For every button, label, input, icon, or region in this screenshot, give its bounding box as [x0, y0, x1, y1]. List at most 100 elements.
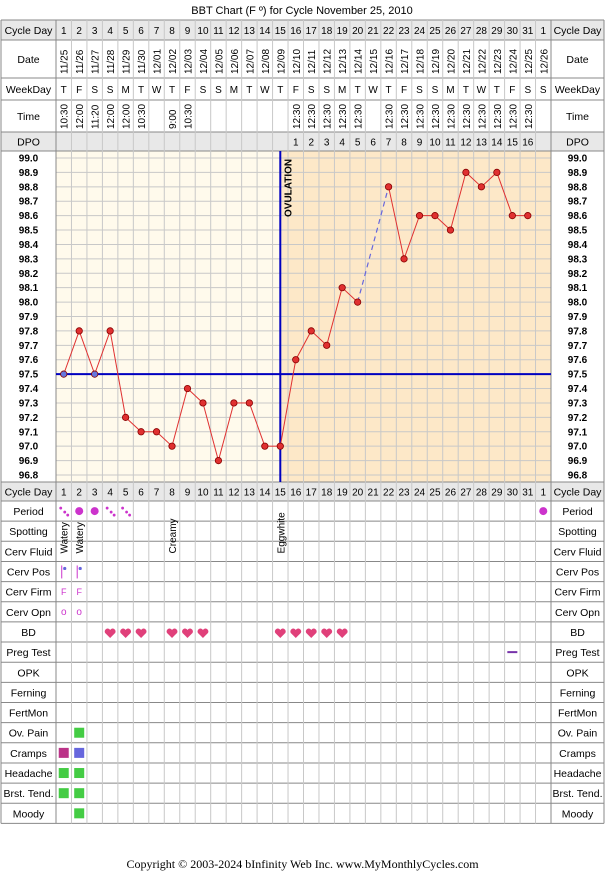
dpo-cell: 3	[324, 138, 330, 149]
date-label-right: Date	[566, 54, 588, 66]
temp-segment	[248, 402, 266, 447]
symptom-label-left: Cerv Pos	[7, 567, 50, 579]
y-tick-left: 97.3	[19, 398, 39, 409]
cerv-fluid-text: Watery	[75, 522, 86, 553]
temp-segment	[94, 330, 111, 375]
period-spot	[112, 513, 116, 517]
y-tick-right: 98.3	[568, 254, 588, 265]
temp-point	[415, 212, 424, 220]
temp-segment	[202, 402, 219, 461]
cycle-day-bottom-cell: 19	[337, 488, 349, 499]
time-cell: 12:30	[462, 104, 473, 129]
temp-segment	[403, 215, 420, 260]
weekday-cell: T	[169, 85, 175, 96]
symptom-label-left: Brst. Tend.	[4, 788, 54, 800]
bd-heart-icon	[305, 628, 317, 638]
y-tick-left: 97.8	[19, 326, 39, 337]
symptom-label-left: Cerv Firm	[5, 587, 51, 599]
y-tick-left: 97.0	[19, 442, 39, 453]
brst-tend-mark	[58, 788, 69, 799]
time-cell: 12:30	[323, 104, 334, 129]
y-tick-left: 98.0	[19, 298, 39, 309]
time-cell: 11:20	[91, 104, 102, 129]
cycle-day-cell: 13	[244, 26, 256, 37]
cycle-day-cell: 30	[507, 26, 519, 37]
weekday-cell: W	[260, 85, 270, 96]
cycle-day-bottom-cell: 8	[169, 488, 175, 499]
symptom-label-left: Period	[13, 506, 44, 518]
temp-point	[137, 428, 145, 436]
period-dot	[75, 507, 84, 516]
weekday-cell: W	[477, 85, 487, 96]
period-spot	[105, 506, 109, 510]
bd-heart-icon	[104, 628, 116, 638]
date-cell: 11/30	[137, 49, 148, 74]
temp-point	[384, 183, 393, 191]
dpo-cell: 2	[308, 138, 314, 149]
temp-point	[400, 255, 408, 263]
time-cell: 12:00	[75, 104, 86, 129]
temp-point	[122, 413, 130, 421]
cycle-day-bottom-cell: 9	[185, 488, 191, 499]
date-cell: 12/09	[276, 49, 287, 74]
cerv-pos-dot	[78, 566, 82, 571]
symptom-label-right: Cramps	[559, 748, 596, 760]
weekday-cell: S	[416, 85, 423, 96]
y-tick-left: 98.3	[19, 254, 39, 265]
weekday-cell: M	[338, 85, 346, 96]
y-tick-left: 97.6	[19, 355, 39, 366]
cycle-day-label-left: Cycle Day	[5, 25, 54, 37]
date-cell: 11/29	[122, 49, 133, 74]
date-cell: 12/12	[323, 49, 334, 74]
time-label-right: Time	[566, 111, 589, 123]
cycle-day-cell: 21	[368, 26, 380, 37]
weekday-cell: W	[152, 85, 162, 96]
temp-segment	[279, 359, 297, 447]
cycle-day-cell: 16	[290, 26, 302, 37]
symptom-label-left: OPK	[17, 667, 39, 679]
cycle-day-bottom-cell: 12	[228, 488, 240, 499]
date-cell: 12/08	[261, 49, 272, 74]
cycle-day-bottom-cell: 10	[197, 488, 209, 499]
dpo-cell: 1	[293, 138, 299, 149]
dpo-cell: 13	[476, 138, 488, 149]
temp-segment	[326, 287, 343, 346]
time-cell: 9:00	[168, 109, 179, 129]
temp-point	[323, 341, 331, 349]
temp-segment	[109, 330, 127, 418]
dpo-cell: 15	[507, 138, 519, 149]
period-spot	[121, 506, 125, 510]
cycle-day-cell: 14	[259, 26, 271, 37]
time-cell: 12:30	[400, 104, 411, 129]
weekday-cell: T	[277, 85, 283, 96]
date-cell: 12/22	[477, 49, 488, 74]
temp-point	[477, 183, 485, 191]
y-tick-left: 96.9	[19, 456, 39, 467]
chart-title: BBT Chart (F º) for Cycle November 25, 2…	[191, 5, 412, 17]
cycle-day-cell: 28	[476, 26, 488, 37]
y-tick-right: 97.1	[568, 427, 588, 438]
symptom-label-left: Cerv Opn	[6, 607, 51, 619]
weekday-label-left: WeekDay	[6, 84, 52, 96]
time-cell: 10:30	[137, 104, 148, 129]
temp-point	[60, 370, 68, 378]
cycle-day-bottom-cell: 20	[352, 488, 364, 499]
date-cell: 12/23	[493, 49, 504, 74]
cramps-mark	[74, 747, 85, 758]
bd-heart-icon	[321, 628, 333, 638]
dpo-cell: 7	[386, 138, 392, 149]
cycle-day-bottom-cell: 6	[138, 488, 144, 499]
cycle-day-cell: 19	[337, 26, 349, 37]
cycle-day-bottom-cell: 29	[491, 488, 503, 499]
y-tick-right: 98.2	[568, 269, 588, 280]
temp-point	[276, 442, 284, 450]
weekday-label-right: WeekDay	[555, 84, 601, 96]
cycle-day-bottom-cell: 25	[429, 488, 441, 499]
cycle-day-cell: 18	[321, 26, 333, 37]
time-cell: 10:30	[60, 104, 71, 129]
cycle-day-cell: 4	[107, 26, 113, 37]
symptom-label-right: Cerv Opn	[555, 607, 600, 619]
temp-segment	[496, 172, 513, 216]
cycle-day-cell: 17	[306, 26, 318, 37]
cycle-day-bottom-cell: 2	[76, 488, 82, 499]
